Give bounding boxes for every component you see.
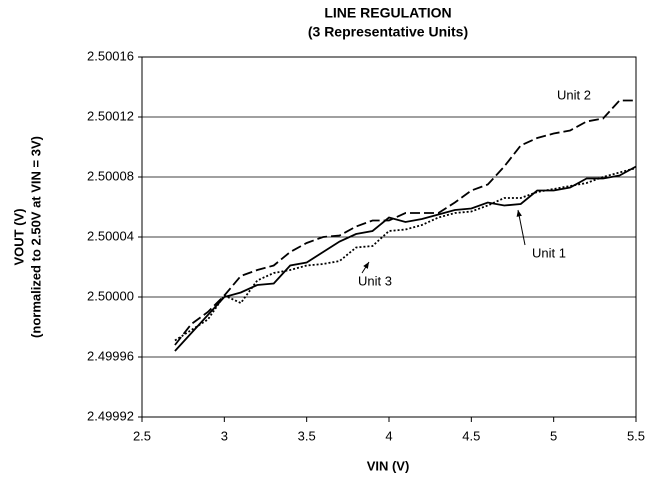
- series-label: Unit 1: [532, 245, 566, 260]
- x-tick-label: 3: [221, 428, 228, 443]
- series-label: Unit 3: [358, 273, 392, 288]
- x-tick-label: 4: [385, 428, 392, 443]
- x-tick-label: 2.5: [133, 428, 151, 443]
- y-tick-label: 2.50012: [87, 108, 134, 123]
- series-line: [174, 167, 637, 342]
- x-axis-label: VIN (V): [367, 458, 410, 473]
- y-tick-label: 2.50004: [87, 228, 134, 243]
- series-line: [174, 165, 637, 352]
- callout-arrowhead: [363, 262, 369, 269]
- x-tick-label: 3.5: [298, 428, 316, 443]
- x-tick-label: 5: [550, 428, 557, 443]
- series-line: [174, 99, 636, 346]
- y-tick-label: 2.50000: [87, 288, 134, 303]
- y-tick-label: 2.49996: [87, 348, 134, 363]
- x-tick-label: 4.5: [462, 428, 480, 443]
- y-axis-label: VOUT (V): [11, 208, 26, 265]
- y-tick-label: 2.50008: [87, 168, 134, 183]
- callout-arrowhead: [516, 210, 522, 217]
- chart-subtitle: (3 Representative Units): [308, 24, 468, 40]
- chart-title: LINE REGULATION: [324, 5, 451, 21]
- series-label: Unit 2: [557, 87, 591, 102]
- y-axis-label: (normalized to 2.50V at VIN = 3V): [28, 136, 43, 338]
- x-tick-label: 5.5: [627, 428, 645, 443]
- y-tick-label: 2.50016: [87, 48, 134, 63]
- plot-frame: [141, 56, 637, 418]
- y-tick-label: 2.49992: [87, 408, 134, 423]
